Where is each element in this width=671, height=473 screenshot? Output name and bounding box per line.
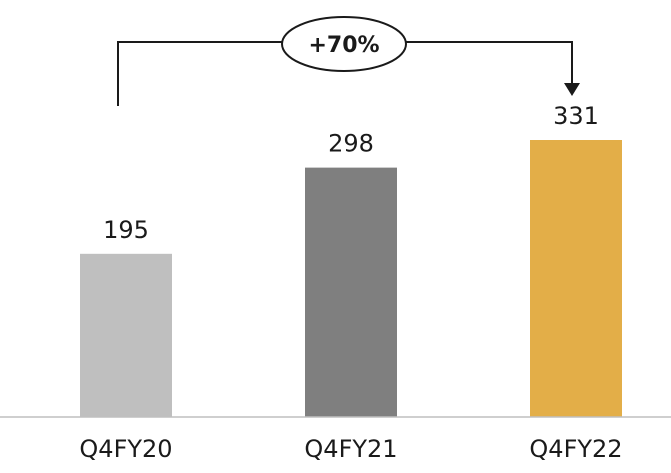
category-label-q4fy22: Q4FY22 — [529, 435, 622, 463]
annotation-text: +70% — [308, 33, 379, 58]
data-labels-layer: 195 298 331 — [103, 102, 599, 244]
annotation-bracket-left — [117, 41, 282, 106]
category-labels-layer: Q4FY20 Q4FY21 Q4FY22 — [79, 435, 622, 463]
growth-annotation: +70% — [117, 16, 580, 106]
category-label-q4fy21: Q4FY21 — [304, 435, 397, 463]
annotation-arrowhead — [564, 83, 580, 96]
annotation-ellipse — [281, 16, 407, 72]
bar-q4fy21 — [305, 167, 397, 417]
bar-q4fy22 — [530, 140, 622, 417]
category-label-q4fy20: Q4FY20 — [79, 435, 172, 463]
bar-q4fy20 — [80, 253, 172, 417]
annotation-bracket-right — [406, 41, 573, 84]
data-label-q4fy22: 331 — [553, 102, 599, 130]
data-label-q4fy21: 298 — [328, 130, 374, 158]
bars-layer — [80, 140, 622, 417]
data-label-q4fy20: 195 — [103, 216, 149, 244]
